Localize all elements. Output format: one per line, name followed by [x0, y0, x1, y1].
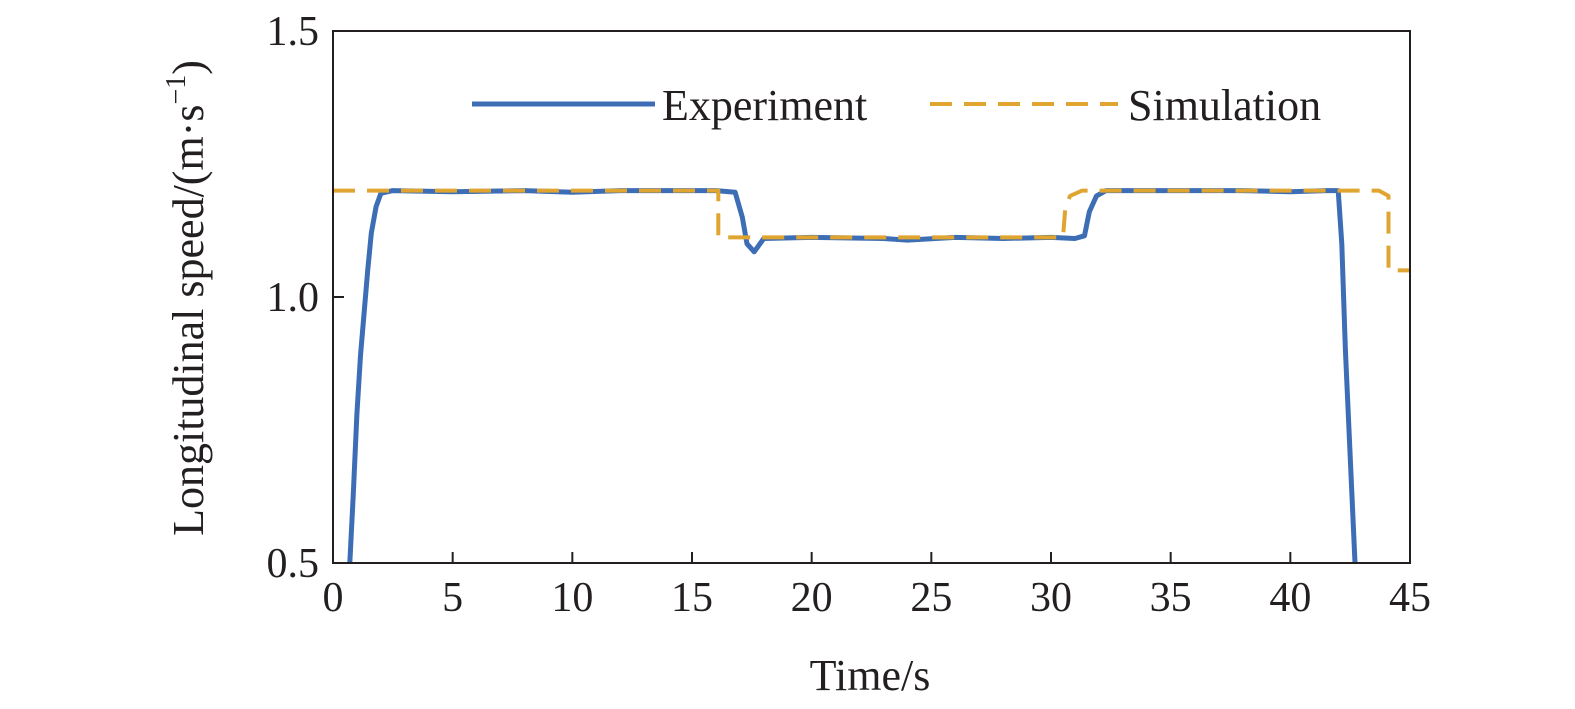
legend-label-simulation: Simulation	[1128, 81, 1321, 130]
x-tick-label-5: 5	[442, 575, 463, 621]
plot-area: 0 5 10 15 20 25 30 35 40 45 0.5 1.0 1.5	[267, 9, 1432, 621]
x-tick-label-0: 0	[323, 575, 344, 621]
x-tick-label-20: 20	[791, 575, 833, 621]
legend: Experiment Simulation	[472, 81, 1321, 130]
x-tick-label-45: 45	[1389, 575, 1431, 621]
y-axis-title-text: Longitudinal speed/(m·s−1)	[161, 60, 213, 536]
x-tick-label-10: 10	[551, 575, 593, 621]
y-tick-label-1.5: 1.5	[267, 9, 320, 55]
x-tick-label-40: 40	[1269, 575, 1311, 621]
y-tick-label-0.5: 0.5	[267, 541, 320, 587]
series-line-experiment	[347, 188, 1358, 563]
series-line-simulation	[333, 188, 1410, 273]
y-tick-label-1: 1.0	[267, 275, 320, 321]
x-tick-label-25: 25	[910, 575, 952, 621]
x-axis-title: Time/s	[810, 651, 931, 700]
x-tick-label-30: 30	[1030, 575, 1072, 621]
x-tick-label-15: 15	[671, 575, 713, 621]
legend-label-experiment: Experiment	[662, 81, 867, 130]
x-tick-label-35: 35	[1150, 575, 1192, 621]
y-axis-title: Longitudinal speed/(m·s−1)	[161, 60, 213, 536]
